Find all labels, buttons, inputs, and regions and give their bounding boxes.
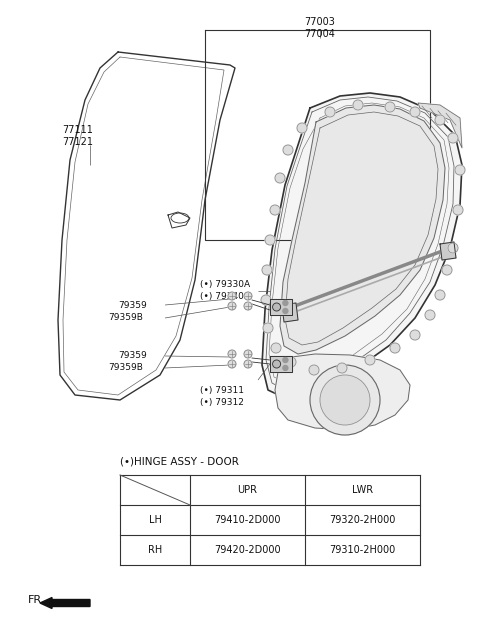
Circle shape <box>310 365 380 435</box>
Circle shape <box>325 107 335 117</box>
Circle shape <box>435 290 445 300</box>
Text: 79410-2D000: 79410-2D000 <box>214 515 281 525</box>
Text: RH: RH <box>148 545 162 555</box>
Circle shape <box>273 360 281 368</box>
Text: LWR: LWR <box>352 485 373 495</box>
Text: UPR: UPR <box>238 485 257 495</box>
Circle shape <box>244 350 252 358</box>
Text: 79359B: 79359B <box>108 363 143 373</box>
Circle shape <box>244 302 252 310</box>
Circle shape <box>448 243 458 253</box>
Circle shape <box>228 360 236 368</box>
Text: 77003: 77003 <box>305 17 336 27</box>
Polygon shape <box>262 93 462 398</box>
Circle shape <box>261 295 271 305</box>
Circle shape <box>270 205 280 215</box>
Circle shape <box>244 292 252 300</box>
Circle shape <box>353 100 363 110</box>
Polygon shape <box>270 299 292 315</box>
Text: 79359: 79359 <box>118 301 147 309</box>
Circle shape <box>283 365 288 370</box>
Circle shape <box>283 301 288 306</box>
Circle shape <box>283 358 288 363</box>
Text: 77004: 77004 <box>305 29 336 39</box>
Polygon shape <box>280 105 445 354</box>
Circle shape <box>320 375 370 425</box>
Circle shape <box>390 343 400 353</box>
Text: (•) 79340: (•) 79340 <box>200 292 244 302</box>
Circle shape <box>228 302 236 310</box>
Polygon shape <box>275 354 410 430</box>
Text: (•) 79330A: (•) 79330A <box>200 280 250 290</box>
Circle shape <box>265 235 275 245</box>
Circle shape <box>271 343 281 353</box>
Circle shape <box>337 363 347 373</box>
Circle shape <box>262 265 272 275</box>
Text: (•) 79312: (•) 79312 <box>200 398 244 406</box>
Polygon shape <box>270 356 292 372</box>
Circle shape <box>425 310 435 320</box>
Text: 79320-2H000: 79320-2H000 <box>329 515 396 525</box>
Circle shape <box>410 107 420 117</box>
Text: 79359B: 79359B <box>108 313 143 323</box>
Text: LH: LH <box>149 515 161 525</box>
Circle shape <box>273 303 281 311</box>
Circle shape <box>244 360 252 368</box>
Circle shape <box>283 145 293 155</box>
Polygon shape <box>440 242 456 260</box>
Circle shape <box>228 292 236 300</box>
Circle shape <box>263 323 273 333</box>
Circle shape <box>435 115 445 125</box>
FancyArrow shape <box>40 597 90 609</box>
Text: 79310-2H000: 79310-2H000 <box>329 545 396 555</box>
Polygon shape <box>418 103 462 148</box>
Text: FR.: FR. <box>28 595 46 605</box>
Circle shape <box>309 365 319 375</box>
Text: 77111: 77111 <box>62 125 93 135</box>
Circle shape <box>448 133 458 143</box>
Circle shape <box>455 165 465 175</box>
Circle shape <box>385 102 395 112</box>
Text: 77121: 77121 <box>62 137 93 147</box>
Circle shape <box>453 205 463 215</box>
Circle shape <box>286 357 296 367</box>
Circle shape <box>283 309 288 313</box>
Circle shape <box>410 330 420 340</box>
Circle shape <box>442 265 452 275</box>
Circle shape <box>228 350 236 358</box>
Text: 79359: 79359 <box>118 351 147 361</box>
Circle shape <box>365 355 375 365</box>
Polygon shape <box>282 303 298 322</box>
Circle shape <box>275 173 285 183</box>
Text: (•) 79311: (•) 79311 <box>200 385 244 394</box>
Text: (•)HINGE ASSY - DOOR: (•)HINGE ASSY - DOOR <box>120 457 239 467</box>
Circle shape <box>297 123 307 133</box>
Text: 79420-2D000: 79420-2D000 <box>214 545 281 555</box>
